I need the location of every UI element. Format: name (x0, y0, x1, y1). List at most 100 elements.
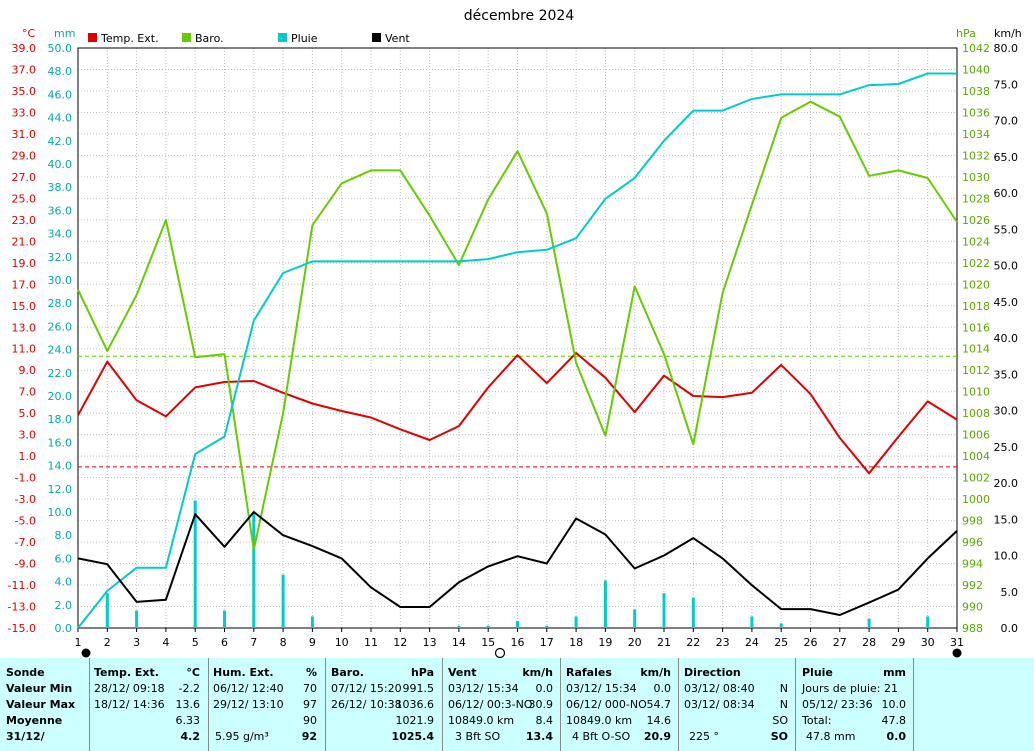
direction-header: Direction (684, 666, 741, 679)
temp-tick-label: 5.0 (19, 407, 37, 420)
pressure-tick-label: 1012 (962, 364, 990, 377)
x-tick-label: 9 (309, 636, 316, 649)
temp-min-date: 28/12/ 09:18 (94, 682, 165, 695)
pressure-tick-label: 1008 (962, 407, 990, 420)
x-tick-label: 8 (280, 636, 287, 649)
daily-rain-bar (867, 618, 871, 628)
hum-unit: % (305, 666, 317, 679)
rafales-min: 0.0 (653, 682, 672, 695)
pressure-tick-label: 1036 (962, 106, 990, 119)
baro-header: Baro. (331, 666, 364, 679)
column-separator (913, 658, 914, 751)
temp-tick-label: 3.0 (19, 429, 37, 442)
stats-table: Sonde Valeur Min Valeur Max Moyenne 31/1… (0, 658, 1034, 751)
x-tick-label: 14 (452, 636, 466, 649)
legend: Temp. Ext. Baro. Pluie Vent (88, 32, 410, 45)
x-tick-label: 6 (221, 636, 228, 649)
pressure-tick-label: 1030 (962, 171, 990, 184)
x-tick-label: 22 (686, 636, 700, 649)
pressure-tick-label: 1034 (962, 128, 990, 141)
pressure-tick-label: 992 (962, 579, 983, 592)
hum-avg: 90 (303, 714, 317, 727)
legend-swatch-temp (88, 33, 97, 42)
rain-tick-label: 30.0 (48, 274, 73, 287)
x-tick-label: 23 (716, 636, 730, 649)
rain-tick-label: 4.0 (55, 576, 73, 589)
vent-beaufort: 3 Bft SO (455, 730, 501, 743)
x-tick-label: 5 (192, 636, 199, 649)
series-line-rain (77, 72, 957, 629)
direction-avg: SO (772, 714, 788, 727)
temp-tick-label: 7.0 (19, 386, 37, 399)
vent-avg: 8.4 (535, 714, 554, 727)
rain-unit-label: mm (54, 27, 75, 40)
temp-unit-label: °C (22, 27, 36, 40)
temp-tick-label: -1.0 (15, 472, 36, 485)
mid-month-marker (494, 647, 506, 658)
daily-rain-bar (926, 616, 930, 628)
pressure-tick-label: 1016 (962, 321, 990, 334)
series-line-wind (77, 511, 958, 616)
legend-label-baro: Baro. (195, 32, 224, 45)
wind-tick-label: 75.0 (994, 78, 1019, 91)
x-tick-label: 28 (862, 636, 876, 649)
temp-tick-label: 21.0 (12, 235, 37, 248)
vent-min: 0.0 (535, 682, 554, 695)
month-end-marker (952, 648, 962, 658)
daily-rain-bar (516, 621, 519, 628)
temp-tick-label: 33.0 (12, 106, 37, 119)
x-tick-label: 3 (133, 636, 140, 649)
pressure-tick-label: 1002 (962, 472, 990, 485)
rafales-header: Rafales (566, 666, 612, 679)
x-tick-label: 31 (950, 636, 964, 649)
temp-avg: 6.33 (175, 714, 201, 727)
hum-absolute: 5.95 g/m³ (215, 730, 269, 743)
rain-tick-label: 8.0 (55, 529, 73, 542)
pluie-rain-days: Jours de pluie: 21 (802, 682, 898, 695)
rain-tick-label: 10.0 (48, 506, 73, 519)
x-tick-label: 17 (540, 636, 554, 649)
column-separator (678, 658, 679, 751)
direction-max-date: 03/12/ 08:34 (684, 698, 755, 711)
temp-min: -2.2 (178, 682, 200, 695)
daily-rain-bar (310, 616, 314, 628)
x-tick-label: 13 (423, 636, 437, 649)
wind-tick-label: 70.0 (994, 115, 1019, 128)
column-separator (208, 658, 209, 751)
temp-tick-label: 23.0 (12, 214, 37, 227)
x-tick-label: 7 (250, 636, 257, 649)
daily-rain-bar (486, 625, 490, 628)
rafales-beaufort: 4 Bft O-SO (572, 730, 631, 743)
x-tick-label: 11 (364, 636, 378, 649)
series-line-temp (77, 352, 958, 475)
temp-tick-label: -15.0 (8, 622, 36, 635)
rain-tick-label: 6.0 (55, 552, 73, 565)
baro-min: 991.5 (402, 682, 435, 695)
rain-tick-label: 16.0 (48, 436, 73, 449)
vent-last: 13.4 (525, 730, 553, 743)
rain-tick-label: 34.0 (48, 228, 73, 241)
wind-tick-label: 50.0 (994, 260, 1019, 273)
x-tick-label: 24 (745, 636, 759, 649)
hum-max: 97 (303, 698, 317, 711)
direction-min-date: 03/12/ 08:40 (684, 682, 755, 695)
daily-rain-bar (281, 574, 285, 628)
pressure-tick-label: 1010 (962, 386, 990, 399)
month-start-marker (81, 648, 91, 658)
series-line-pressure (77, 100, 958, 551)
pressure-tick-label: 996 (962, 536, 983, 549)
baro-unit: hPa (410, 666, 434, 679)
row-label-sonde: Sonde (6, 666, 45, 679)
pressure-tick-label: 988 (962, 622, 983, 635)
wind-tick-label: 0.0 (1001, 622, 1019, 635)
rain-tick-label: 18.0 (48, 413, 73, 426)
pressure-tick-label: 1026 (962, 214, 990, 227)
temp-tick-label: 35.0 (12, 85, 37, 98)
row-label-max: Valeur Max (6, 698, 76, 711)
x-tick-label: 30 (921, 636, 935, 649)
series-lines (77, 72, 958, 629)
temp-tick-label: 25.0 (12, 192, 37, 205)
legend-label-temp: Temp. Ext. (100, 32, 159, 45)
pluie-last: 0.0 (886, 730, 907, 743)
temp-tick-label: -9.0 (15, 558, 36, 571)
